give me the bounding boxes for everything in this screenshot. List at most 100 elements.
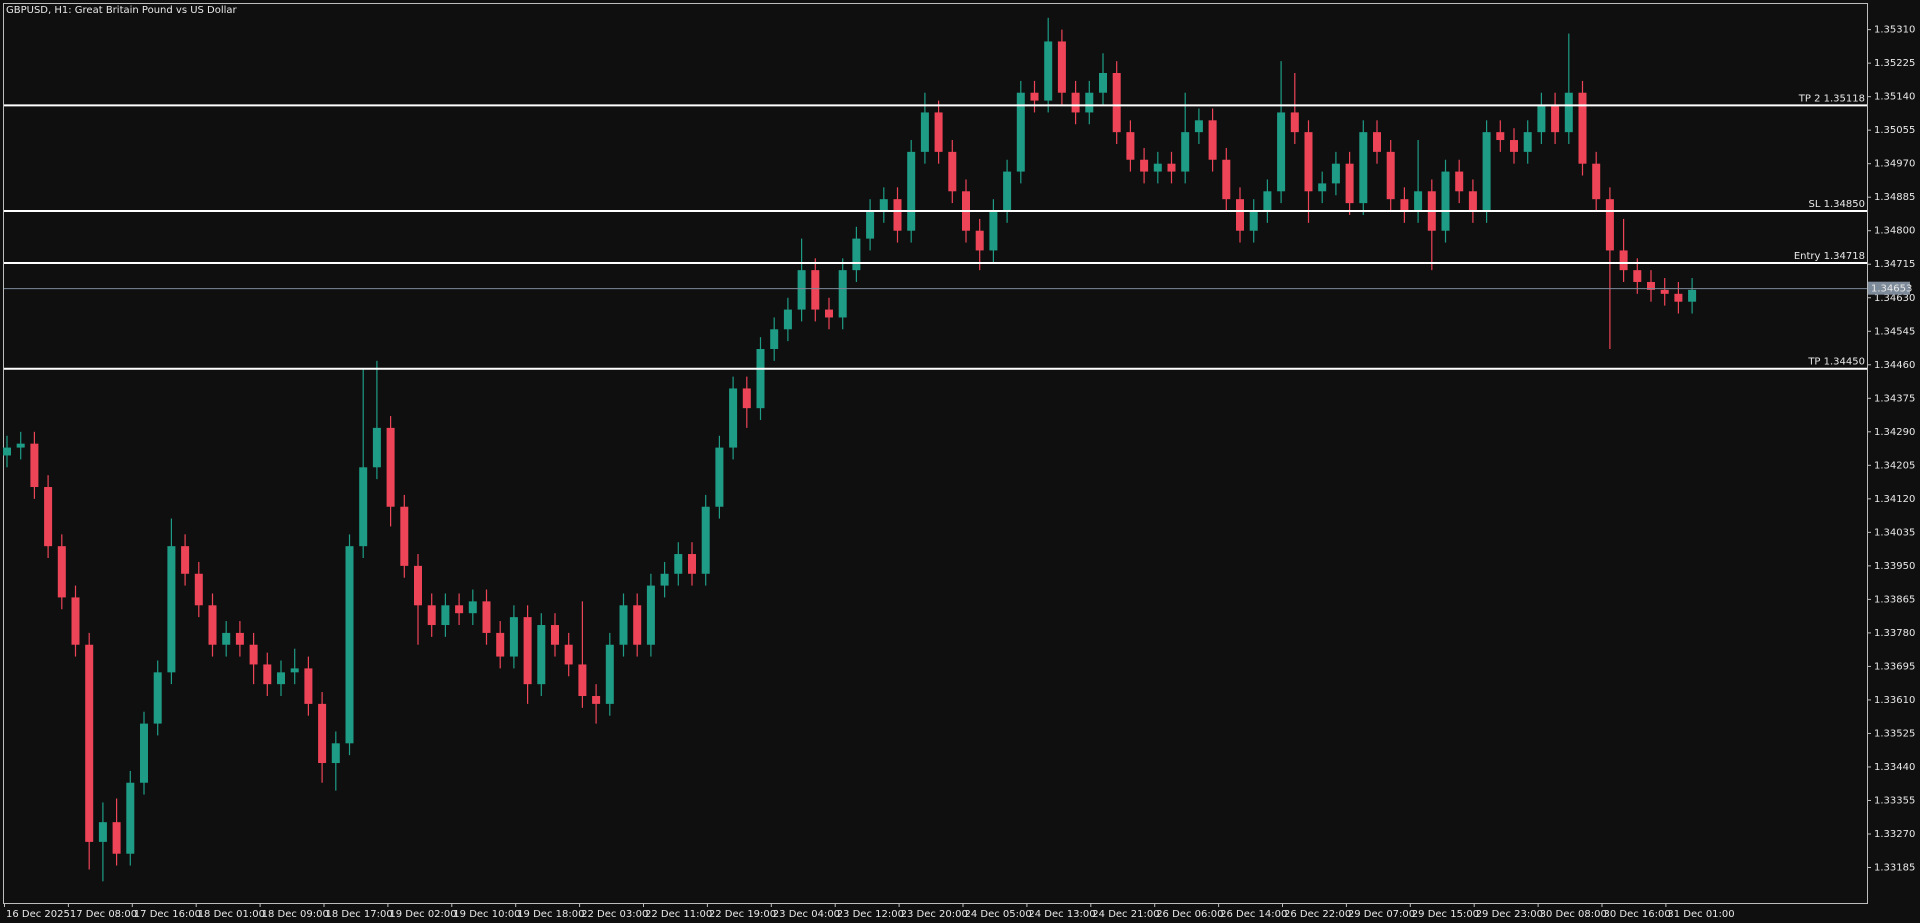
candle-body (1647, 281, 1655, 290)
candle-body (1551, 104, 1560, 133)
x-tick-label: 31 Dec 01:00 (1667, 909, 1734, 920)
candle-body (1331, 163, 1340, 184)
x-tick-label: 24 Dec 13:00 (1028, 909, 1095, 920)
y-tick-label: 1.33610 (1874, 695, 1915, 706)
x-tick-label: 16 Dec 2025 (6, 909, 70, 920)
y-tick-label: 1.33950 (1874, 561, 1915, 572)
y-tick-label: 1.33780 (1874, 628, 1915, 639)
candle-body (249, 644, 258, 665)
candle-body (619, 605, 628, 645)
candle-body (235, 632, 244, 645)
y-tick-label: 1.34290 (1874, 427, 1915, 438)
y-tick-label: 1.34375 (1874, 393, 1915, 404)
y-tick-label: 1.34800 (1874, 226, 1915, 237)
x-tick-label: 18 Dec 17:00 (326, 909, 393, 920)
candle-body (194, 573, 203, 606)
candle-body (1592, 163, 1601, 200)
x-tick-label: 24 Dec 05:00 (965, 909, 1032, 920)
candle-body (1112, 73, 1121, 133)
candle-body (1099, 73, 1107, 93)
x-tick-label: 22 Dec 03:00 (581, 909, 648, 920)
candle-body (1373, 132, 1381, 152)
candle-body (1564, 92, 1573, 133)
x-tick-label: 24 Dec 21:00 (1092, 909, 1159, 920)
y-tick-label: 1.35310 (1874, 25, 1915, 36)
candle-body (1400, 199, 1409, 212)
x-tick-label: 30 Dec 08:00 (1540, 909, 1607, 920)
candle-body (551, 625, 559, 645)
y-tick-label: 1.33865 (1874, 594, 1915, 605)
candle-body (126, 782, 135, 854)
candle-body (1619, 250, 1628, 271)
candle-body (756, 349, 765, 409)
candle-body (920, 112, 929, 152)
candle-body (167, 546, 176, 673)
candle-body (1345, 163, 1354, 204)
candle-body (153, 672, 162, 724)
candle-body (838, 270, 847, 318)
candle-body (1468, 191, 1477, 212)
candle-body (16, 443, 25, 448)
x-tick-label: 26 Dec 14:00 (1220, 909, 1287, 920)
y-tick-label: 1.34460 (1874, 360, 1915, 371)
candle-body (564, 644, 573, 665)
x-tick-label: 23 Dec 12:00 (837, 909, 904, 920)
candle-body (1537, 104, 1546, 133)
x-tick-label: 18 Dec 09:00 (262, 909, 329, 920)
candle-body (1044, 41, 1053, 101)
candle-body (1359, 132, 1368, 204)
y-tick-label: 1.33270 (1874, 829, 1915, 840)
y-tick-label: 1.33440 (1874, 762, 1915, 773)
candle-body (811, 270, 820, 310)
candle-body (98, 822, 107, 842)
candle-body (3, 447, 11, 456)
x-tick-label: 18 Dec 01:00 (198, 909, 265, 920)
x-tick-label: 17 Dec 08:00 (70, 909, 137, 920)
candle-body (112, 822, 121, 854)
candle-body (1194, 120, 1203, 133)
candle-body (441, 605, 450, 626)
x-tick-label: 29 Dec 23:00 (1476, 909, 1543, 920)
x-tick-label: 17 Dec 16:00 (134, 909, 201, 920)
candle-body (57, 546, 66, 598)
candle-body (948, 151, 957, 192)
candle-body (523, 617, 532, 685)
x-tick-label: 22 Dec 19:00 (709, 909, 776, 920)
x-tick-label: 19 Dec 18:00 (517, 909, 584, 920)
candle-body (1688, 289, 1697, 302)
x-tick-label: 23 Dec 04:00 (773, 909, 840, 920)
y-tick-label: 1.34715 (1874, 259, 1915, 270)
candle-body (1057, 41, 1066, 93)
x-tick-label: 19 Dec 10:00 (453, 909, 520, 920)
candle-body (1208, 120, 1217, 160)
y-tick-label: 1.35225 (1874, 58, 1915, 69)
candle-body (989, 211, 998, 251)
candle-body (852, 238, 861, 271)
candle-body (1030, 92, 1039, 101)
candle-body (646, 585, 655, 645)
x-tick-label: 26 Dec 22:00 (1284, 909, 1351, 920)
candle-body (1140, 159, 1149, 172)
candle-body (605, 644, 614, 704)
y-tick-label: 1.35140 (1874, 92, 1915, 103)
price-tag (1868, 281, 1910, 295)
candle-body (455, 605, 464, 614)
candle-body (181, 546, 190, 574)
candle-body (1660, 289, 1669, 294)
candle-body (85, 644, 94, 842)
candle-body (674, 554, 683, 574)
level-label: TP 2 1.35118 (1798, 93, 1865, 104)
candle-body (1441, 171, 1450, 231)
candle-body (1167, 163, 1176, 172)
candle-body (372, 427, 381, 468)
level-label: SL 1.34850 (1809, 199, 1865, 210)
candle-body (1181, 132, 1190, 172)
level-label: Entry 1.34718 (1794, 251, 1865, 262)
level-label: TP 1.34450 (1807, 357, 1865, 368)
candle-body (975, 230, 984, 251)
candle-body (592, 695, 601, 704)
candle-body (633, 605, 642, 645)
y-tick-label: 1.34545 (1874, 326, 1915, 337)
candle-body (879, 199, 888, 212)
